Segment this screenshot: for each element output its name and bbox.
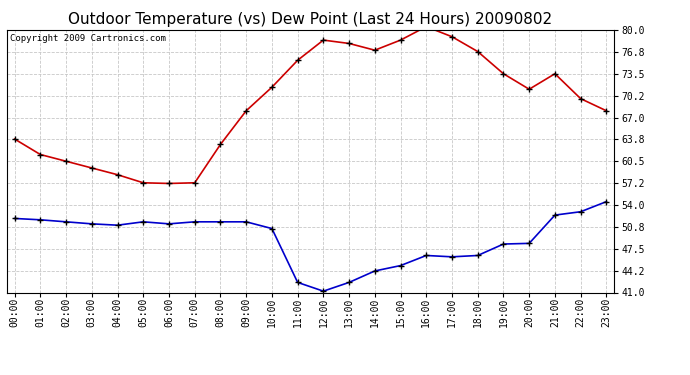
Title: Outdoor Temperature (vs) Dew Point (Last 24 Hours) 20090802: Outdoor Temperature (vs) Dew Point (Last… [68, 12, 553, 27]
Text: Copyright 2009 Cartronics.com: Copyright 2009 Cartronics.com [10, 34, 166, 43]
